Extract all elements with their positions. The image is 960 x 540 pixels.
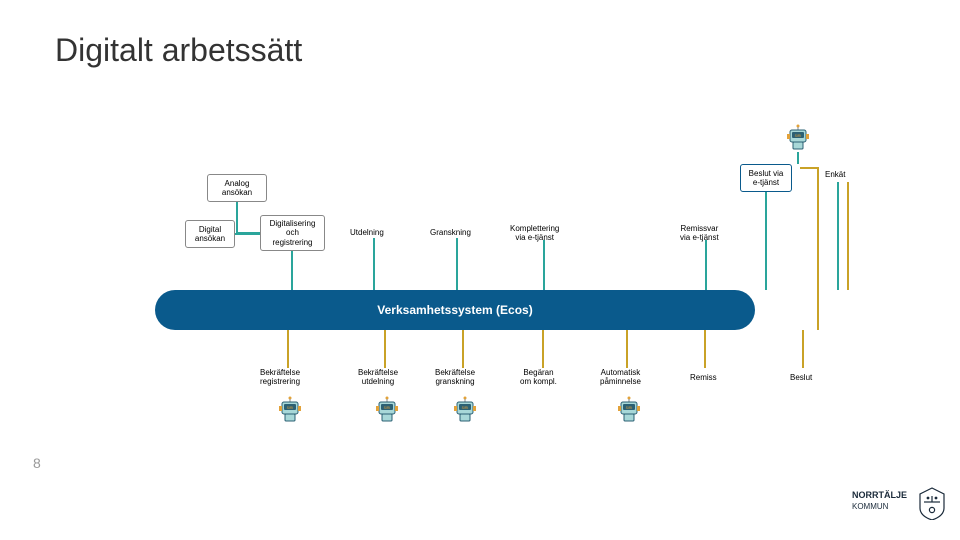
label-enkat: Enkät (825, 170, 845, 179)
label-begaran: Begäran om kompl. (520, 368, 557, 386)
box-digital-ansokan: Digital ansökan (185, 220, 235, 248)
svg-text:SIRI: SIRI (795, 134, 802, 138)
system-bar: Verksamhetssystem (Ecos) (155, 290, 755, 330)
connector-lines (0, 0, 960, 540)
robot-icon: SIRI (450, 394, 480, 424)
system-bar-label: Verksamhetssystem (Ecos) (377, 303, 532, 317)
box-analog-ansokan: Analog ansökan (207, 174, 267, 202)
label-remissvar: Remissvar via e-tjänst (680, 224, 719, 242)
svg-text:SIRI: SIRI (626, 406, 633, 410)
robot-icon: SIRI (372, 394, 402, 424)
page-title: Digitalt arbetssätt (55, 32, 302, 69)
box-beslut-etjanst: Beslut via e-tjänst (740, 164, 792, 192)
robot-icon: SIRI (275, 394, 305, 424)
robot-icon: SIRI (614, 394, 644, 424)
label-bekraft-utd: Bekräftelse utdelning (358, 368, 398, 386)
label-bekraft-gran: Bekräftelse granskning (435, 368, 475, 386)
label-komplettering: Komplettering via e-tjänst (510, 224, 559, 242)
page-number: 8 (33, 455, 41, 471)
robot-icon: SIRI (783, 122, 813, 152)
svg-text:SIRI: SIRI (384, 406, 391, 410)
label-granskning: Granskning (430, 228, 471, 237)
label-bekraft-reg: Bekräftelse registrering (260, 368, 300, 386)
logo-text-2: KOMMUN (852, 502, 889, 511)
svg-text:SIRI: SIRI (287, 406, 294, 410)
label-remiss: Remiss (690, 373, 717, 382)
svg-text:SIRI: SIRI (462, 406, 469, 410)
label-utdelning: Utdelning (350, 228, 384, 237)
label-paminnelse: Automatisk påminnelse (600, 368, 641, 386)
box-digitalisering: Digitalisering och registrering (260, 215, 325, 251)
norrtalje-logo: NORRTÄLJE KOMMUN (852, 486, 947, 520)
label-beslut: Beslut (790, 373, 812, 382)
logo-text-1: NORRTÄLJE (852, 490, 907, 500)
